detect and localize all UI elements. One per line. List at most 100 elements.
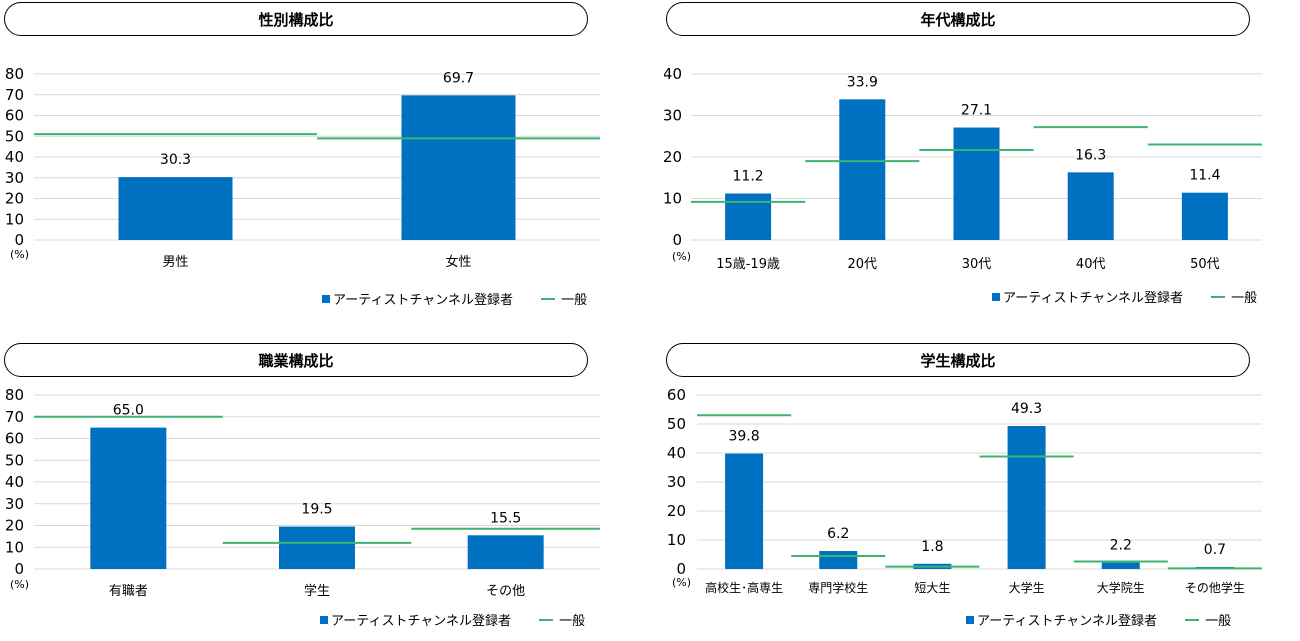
occupation-chart-title: 職業構成比 <box>4 343 588 377</box>
y-tick-label: 60 <box>5 430 24 448</box>
age-chart-legend: アーティストチャンネル登録者 一般 <box>992 287 1257 306</box>
y-tick-label: 20 <box>5 190 24 208</box>
value-label: 1.8 <box>921 539 943 555</box>
unit-label: (%) <box>672 576 691 589</box>
legend-series-label: アーティストチャンネル登録者 <box>331 614 512 629</box>
value-label: 11.2 <box>733 169 764 185</box>
category-label: 高校生･高専生 <box>705 580 783 595</box>
age-chart-title: 年代構成比 <box>666 2 1250 36</box>
y-tick-label: 40 <box>667 444 686 462</box>
y-tick-label: 30 <box>5 169 24 187</box>
y-tick-label: 0 <box>14 231 24 249</box>
category-label: 15歳-19歳 <box>716 257 780 272</box>
y-tick-label: 40 <box>5 473 24 491</box>
bar-gender-1 <box>401 95 516 240</box>
value-label: 39.8 <box>728 429 759 445</box>
y-tick-label: 20 <box>664 148 682 166</box>
y-tick-label: 60 <box>667 386 686 404</box>
y-tick-label: 0 <box>676 560 686 578</box>
legend-general-label: 一般 <box>1205 614 1232 629</box>
value-label: 30.3 <box>160 152 191 168</box>
bar-occupation-1 <box>279 526 355 569</box>
value-label: 15.5 <box>490 510 521 526</box>
category-label: 50代 <box>1190 257 1220 272</box>
bar-age-0 <box>725 193 772 240</box>
legend-general-label: 一般 <box>559 614 586 629</box>
occupation-chart-legend: アーティストチャンネル登録者 一般 <box>320 610 585 629</box>
y-tick-label: 40 <box>5 148 24 166</box>
category-label: 短大生 <box>914 581 950 595</box>
legend-general-swatch <box>539 618 554 621</box>
bar-student-0 <box>725 453 764 569</box>
value-label: 65.0 <box>113 403 144 419</box>
category-label: 40代 <box>1076 257 1106 272</box>
student-chart-legend: アーティストチャンネル登録者 一般 <box>966 610 1231 629</box>
y-tick-label: 50 <box>5 451 24 469</box>
gender-chart-title: 性別構成比 <box>4 2 588 36</box>
bar-occupation-0 <box>90 427 167 569</box>
bar-age-3 <box>1067 172 1114 240</box>
bar-occupation-2 <box>467 535 544 569</box>
gender-chart-panel: 性別構成比 0 10 20 30 40 50 60 70 80 (%) 30.3 男性 69.7 女性 ア… <box>2 0 602 308</box>
y-tick-label: 10 <box>5 538 24 556</box>
legend-series-swatch <box>992 292 1000 301</box>
legend-general-label: 一般 <box>561 293 588 308</box>
legend-series-label: アーティストチャンネル登録者 <box>1003 291 1184 306</box>
value-label: 11.4 <box>1189 168 1220 184</box>
age-chart-panel: 年代構成比 0 10 20 30 40 (%) 11.2 15歳-19歳 33.9 20代 27.1… <box>664 0 1264 306</box>
bar-student-1 <box>819 551 858 569</box>
student-chart-plot: 0 10 20 30 40 50 60 (%) 39.8 高校生･高専生 6.2 専門学校生 1.8 短大… <box>667 386 1262 595</box>
value-label: 0.7 <box>1204 542 1226 558</box>
y-tick-label: 40 <box>664 65 682 83</box>
legend-series-swatch <box>966 615 974 624</box>
y-tick-label: 80 <box>5 386 24 404</box>
legend-series-label: アーティストチャンネル登録者 <box>977 614 1158 629</box>
unit-label: (%) <box>10 248 29 261</box>
y-tick-label: 20 <box>667 502 686 520</box>
age-chart-plot: 0 10 20 30 40 (%) 11.2 15歳-19歳 33.9 20代 27.1 30代 16.… <box>664 65 1262 272</box>
bar-student-3 <box>1007 426 1046 569</box>
legend-general-label: 一般 <box>1231 291 1258 306</box>
y-tick-label: 20 <box>5 517 24 535</box>
bar-gender-0 <box>118 177 233 240</box>
category-label: 有職者 <box>109 584 148 599</box>
unit-label: (%) <box>10 578 29 591</box>
legend-general-swatch <box>1211 295 1226 298</box>
gender-chart-legend: アーティストチャンネル登録者 一般 <box>322 289 587 308</box>
y-tick-label: 70 <box>5 86 24 104</box>
y-tick-label: 80 <box>5 65 24 83</box>
legend-series-swatch <box>322 294 330 303</box>
category-label: その他学生 <box>1185 580 1245 595</box>
y-tick-label: 60 <box>5 107 24 125</box>
y-tick-label: 10 <box>667 531 686 549</box>
legend-series-label: アーティストチャンネル登録者 <box>333 293 514 308</box>
y-tick-label: 30 <box>664 107 682 125</box>
y-tick-label: 50 <box>667 415 686 433</box>
category-label: 学生 <box>304 583 330 599</box>
legend-general-swatch <box>541 297 556 300</box>
y-tick-label: 30 <box>5 495 24 513</box>
y-tick-label: 50 <box>5 127 24 145</box>
bar-age-2 <box>953 127 1000 240</box>
legend-series-swatch <box>320 615 328 624</box>
value-label: 69.7 <box>443 70 474 86</box>
y-tick-label: 30 <box>667 473 686 491</box>
value-label: 6.2 <box>827 526 849 542</box>
unit-label: (%) <box>672 250 691 263</box>
category-label: その他 <box>486 584 525 599</box>
value-label: 27.1 <box>961 103 992 119</box>
student-chart-panel: 学生構成比 0 10 20 30 40 50 60 (%) 39.8 高校生･高専生 6.2 専門学校… <box>664 341 1264 641</box>
category-label: 30代 <box>962 257 992 272</box>
bar-student-4 <box>1101 562 1140 569</box>
value-label: 33.9 <box>847 74 878 90</box>
category-label: 専門学校生 <box>808 580 868 595</box>
category-label: 大学院生 <box>1097 580 1145 595</box>
y-tick-label: 10 <box>5 210 24 228</box>
y-tick-label: 70 <box>5 408 24 426</box>
value-label: 49.3 <box>1011 401 1042 417</box>
occupation-chart-panel: 職業構成比 0 10 20 30 40 50 60 70 80 (%) 65.0 有職者 19.5 学生 1… <box>2 341 602 641</box>
value-label: 19.5 <box>301 502 332 518</box>
y-tick-label: 10 <box>664 190 682 208</box>
legend-general-swatch <box>1185 618 1200 621</box>
category-label: 女性 <box>445 254 471 270</box>
